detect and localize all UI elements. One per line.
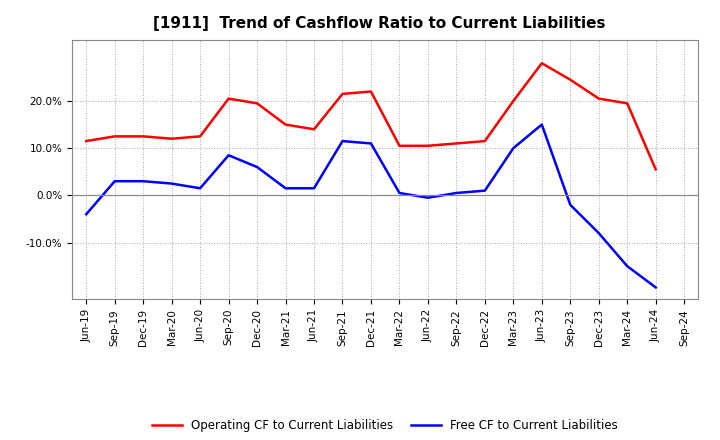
Text: [1911]  Trend of Cashflow Ratio to Current Liabilities: [1911] Trend of Cashflow Ratio to Curren… [153,16,606,32]
Operating CF to Current Liabilities [537,61,546,66]
Operating CF to Current Liabilities [395,143,404,148]
Free CF to Current Liabilities [196,186,204,191]
Operating CF to Current Liabilities [595,96,603,101]
Free CF to Current Liabilities [139,179,148,184]
Free CF to Current Liabilities [395,191,404,196]
Operating CF to Current Liabilities [82,139,91,144]
Operating CF to Current Liabilities [452,141,461,146]
Free CF to Current Liabilities [566,202,575,207]
Line: Free CF to Current Liabilities: Free CF to Current Liabilities [86,125,656,287]
Operating CF to Current Liabilities [310,127,318,132]
Operating CF to Current Liabilities [225,96,233,101]
Free CF to Current Liabilities [623,264,631,269]
Free CF to Current Liabilities [595,231,603,236]
Free CF to Current Liabilities [338,139,347,144]
Operating CF to Current Liabilities [623,101,631,106]
Free CF to Current Liabilities [652,285,660,290]
Free CF to Current Liabilities [366,141,375,146]
Operating CF to Current Liabilities [652,167,660,172]
Free CF to Current Liabilities [82,212,91,217]
Free CF to Current Liabilities [452,191,461,196]
Operating CF to Current Liabilities [167,136,176,141]
Operating CF to Current Liabilities [566,77,575,82]
Operating CF to Current Liabilities [110,134,119,139]
Free CF to Current Liabilities [509,146,518,151]
Free CF to Current Liabilities [480,188,489,193]
Line: Operating CF to Current Liabilities: Operating CF to Current Liabilities [86,63,656,169]
Legend: Operating CF to Current Liabilities, Free CF to Current Liabilities: Operating CF to Current Liabilities, Fre… [148,414,623,436]
Operating CF to Current Liabilities [338,91,347,96]
Free CF to Current Liabilities [423,195,432,200]
Free CF to Current Liabilities [167,181,176,186]
Operating CF to Current Liabilities [253,101,261,106]
Operating CF to Current Liabilities [196,134,204,139]
Free CF to Current Liabilities [253,165,261,170]
Free CF to Current Liabilities [225,153,233,158]
Operating CF to Current Liabilities [509,98,518,103]
Operating CF to Current Liabilities [139,134,148,139]
Operating CF to Current Liabilities [366,89,375,94]
Free CF to Current Liabilities [310,186,318,191]
Free CF to Current Liabilities [282,186,290,191]
Operating CF to Current Liabilities [282,122,290,127]
Free CF to Current Liabilities [537,122,546,127]
Free CF to Current Liabilities [110,179,119,184]
Operating CF to Current Liabilities [423,143,432,148]
Operating CF to Current Liabilities [480,139,489,144]
